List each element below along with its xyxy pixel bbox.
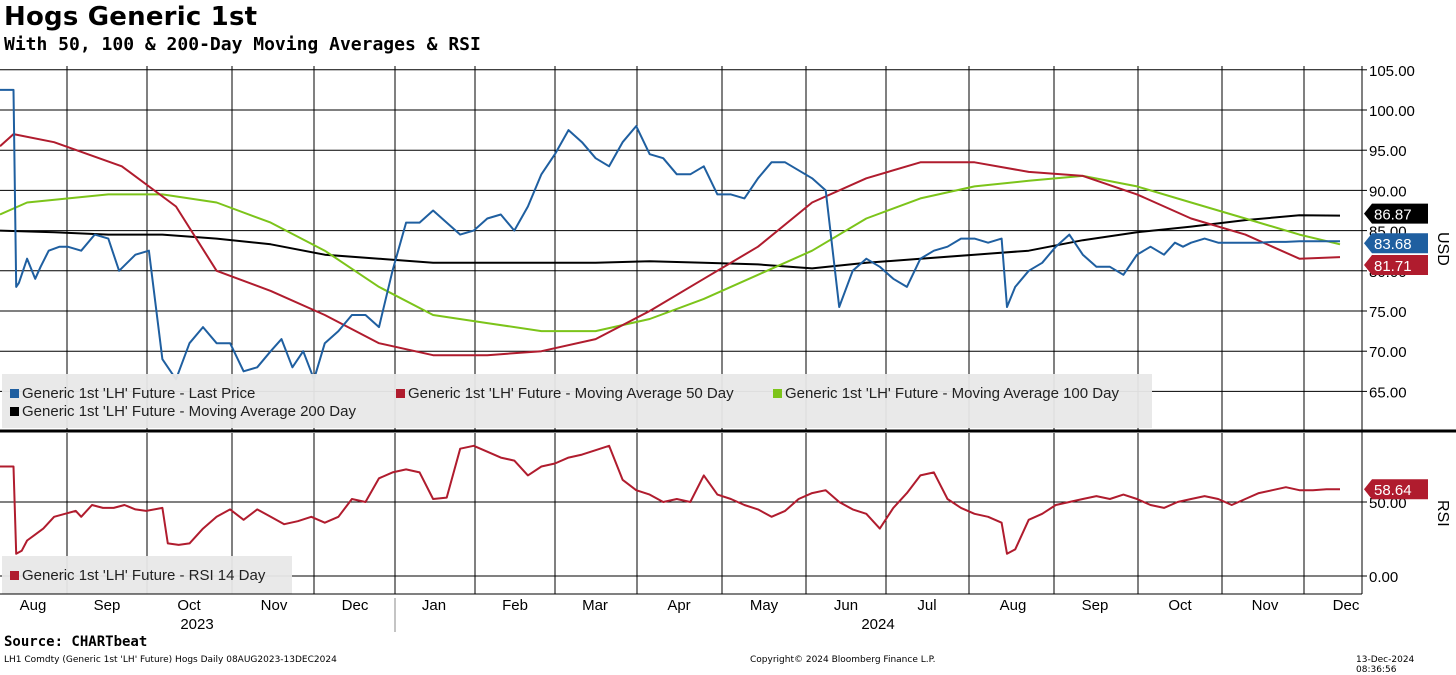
x-tick-label: Nov: [261, 597, 288, 614]
main-y-tick-label: 105.00: [1369, 63, 1415, 80]
main-y-tick-label: 95.00: [1369, 143, 1407, 160]
rsi-last-badge-text: 58.64: [1374, 482, 1412, 499]
last-price-line: [0, 88, 1340, 381]
ma50-last-badge-bg: [1364, 255, 1428, 276]
x-tick-label: Sep: [94, 597, 121, 614]
main-y-tick-label: 100.00: [1369, 103, 1415, 120]
y-axis-label-usd: USD: [1434, 232, 1451, 266]
chart-title: Hogs Generic 1st: [4, 2, 258, 32]
chart-subtitle: With 50, 100 & 200-Day Moving Averages &…: [4, 34, 481, 55]
x-tick-label: Oct: [1168, 597, 1192, 614]
legend-rsi-swatch: [10, 571, 19, 580]
x-tick-label: Nov: [1252, 597, 1279, 614]
x-tick-label: Oct: [177, 597, 201, 614]
ma100-line: [0, 174, 1341, 333]
copyright-note: Copyright© 2024 Bloomberg Finance L.P.: [750, 655, 936, 665]
rsi-last-badge: 58.64: [1364, 479, 1428, 500]
x-tick-label: Feb: [502, 597, 528, 614]
x-year-label: 2023: [180, 616, 213, 633]
ma50-last-badge: 81.71: [1364, 255, 1428, 276]
x-tick-label: Jul: [917, 597, 936, 614]
main-y-tick-label: 75.00: [1369, 304, 1407, 321]
source-note: Source: CHARTbeat: [4, 634, 148, 650]
x-tick-label: Aug: [20, 597, 47, 614]
axis-layer: 105.00100.0095.0090.0085.0080.0075.0070.…: [0, 63, 1456, 633]
legend-rsi: Generic 1st 'LH' Future - RSI 14 Day: [22, 567, 266, 584]
y-axis-label-rsi: RSI: [1434, 500, 1451, 527]
ma200-last-badge-text: 86.87: [1374, 207, 1412, 224]
x-tick-label: Jun: [834, 597, 858, 614]
legend-ma100: Generic 1st 'LH' Future - Moving Average…: [785, 385, 1119, 402]
price-last-badge: 83.68: [1364, 233, 1428, 254]
x-tick-label: Apr: [667, 597, 690, 614]
price-last-badge-bg: [1364, 233, 1428, 254]
legend-last-price-swatch: [10, 389, 19, 398]
legend-ma50-swatch: [396, 389, 405, 398]
ma200-line: [0, 214, 1341, 270]
x-tick-label: Jan: [422, 597, 446, 614]
x-tick-label: Dec: [342, 597, 369, 614]
legend-layer: Generic 1st 'LH' Future - Last Price Gene…: [2, 374, 1152, 594]
main-y-tick-label: 90.00: [1369, 183, 1407, 200]
x-tick-label: Mar: [582, 597, 608, 614]
timestamp: 13-Dec-2024 08:36:56: [1356, 655, 1415, 675]
legend-ma200: Generic 1st 'LH' Future - Moving Average…: [22, 403, 356, 420]
x-tick-label: Aug: [1000, 597, 1027, 614]
ma50-line: [0, 133, 1341, 357]
legend-ma100-swatch: [773, 389, 782, 398]
ma200-last-badge: 86.87: [1364, 203, 1428, 224]
security-description: LH1 Comdty (Generic 1st 'LH' Future) Hog…: [4, 655, 337, 665]
legend-ma50: Generic 1st 'LH' Future - Moving Average…: [408, 385, 734, 402]
x-year-label: 2024: [861, 616, 894, 633]
series-layer: [0, 88, 1341, 555]
rsi-line: [0, 444, 1341, 555]
rsi-last-badge-bg: [1364, 479, 1428, 500]
main-y-tick-label: 65.00: [1369, 384, 1407, 401]
main-legend-box: [2, 374, 1152, 428]
ma200-last-badge-bg: [1364, 203, 1428, 224]
legend-ma200-swatch: [10, 407, 19, 416]
rsi-y-tick-label: 0.00: [1369, 569, 1398, 586]
rsi-y-tick-label: 50.00: [1369, 495, 1407, 512]
x-tick-label: Sep: [1082, 597, 1109, 614]
rsi-legend-box: [2, 556, 292, 594]
x-tick-label: May: [750, 597, 779, 614]
x-tick-label: Dec: [1333, 597, 1360, 614]
price-last-badge-text: 83.68: [1374, 236, 1412, 253]
main-y-tick-label: 70.00: [1369, 344, 1407, 361]
legend-last-price: Generic 1st 'LH' Future - Last Price: [22, 385, 255, 402]
ma50-last-badge-text: 81.71: [1374, 258, 1412, 275]
